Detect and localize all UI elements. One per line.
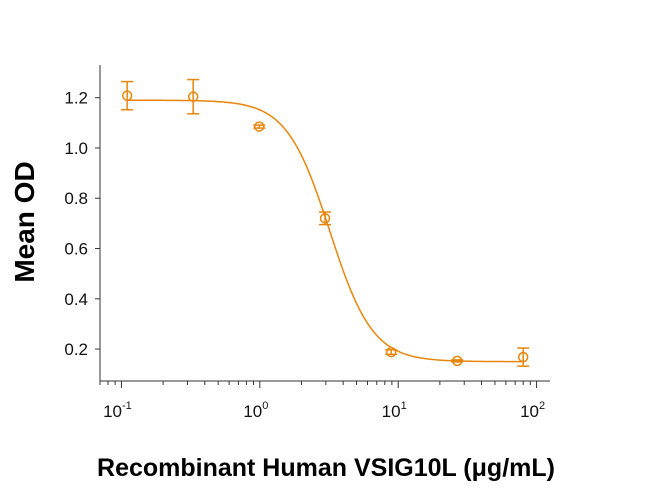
data-point [121, 80, 134, 111]
data-point [253, 121, 266, 132]
y-tick-label: 0.4 [64, 290, 88, 309]
x-tick-exponent: -1 [122, 400, 132, 412]
point-marker [253, 121, 265, 132]
x-tick-exponent: 0 [262, 400, 268, 412]
point-marker [517, 351, 529, 363]
y-tick-label: 1.0 [64, 139, 88, 158]
x-tick-exponent: 2 [539, 400, 545, 412]
axes [99, 65, 550, 382]
x-tick-labels: 10-1 100 101 102 [103, 400, 545, 421]
x-tick-label: 10-1 [103, 400, 132, 421]
x-tick-base: 10 [382, 402, 401, 421]
data-point [319, 211, 332, 226]
point-marker [451, 355, 463, 367]
tick-marks [95, 97, 538, 388]
data-point [187, 78, 200, 115]
y-tick-label: 0.2 [64, 340, 88, 359]
x-tick-base: 10 [243, 402, 262, 421]
x-tick-exponent: 1 [401, 400, 407, 412]
data-point [517, 347, 530, 367]
fit-curve [127, 99, 524, 363]
y-tick-label: 0.8 [64, 189, 88, 208]
data-point [451, 355, 464, 367]
data-point [385, 346, 398, 358]
x-tick-base: 10 [520, 402, 539, 421]
y-tick-label: 1.2 [64, 89, 88, 108]
point-marker [121, 90, 133, 101]
y-tick-label: 0.6 [64, 240, 88, 259]
x-axis-label: Recombinant Human VSIG10L (μg/mL) [97, 454, 555, 482]
x-tick-label: 101 [382, 400, 407, 421]
point-marker [187, 91, 199, 102]
y-tick-labels: 0.2 0.4 0.6 0.8 1.0 1.2 [64, 89, 88, 359]
y-axis-label: Mean OD [9, 161, 40, 282]
data-points [121, 78, 530, 367]
x-tick-label: 100 [243, 400, 268, 421]
x-tick-base: 10 [103, 402, 122, 421]
point-marker [385, 346, 397, 358]
point-marker [319, 213, 331, 224]
x-tick-label: 102 [520, 400, 545, 421]
